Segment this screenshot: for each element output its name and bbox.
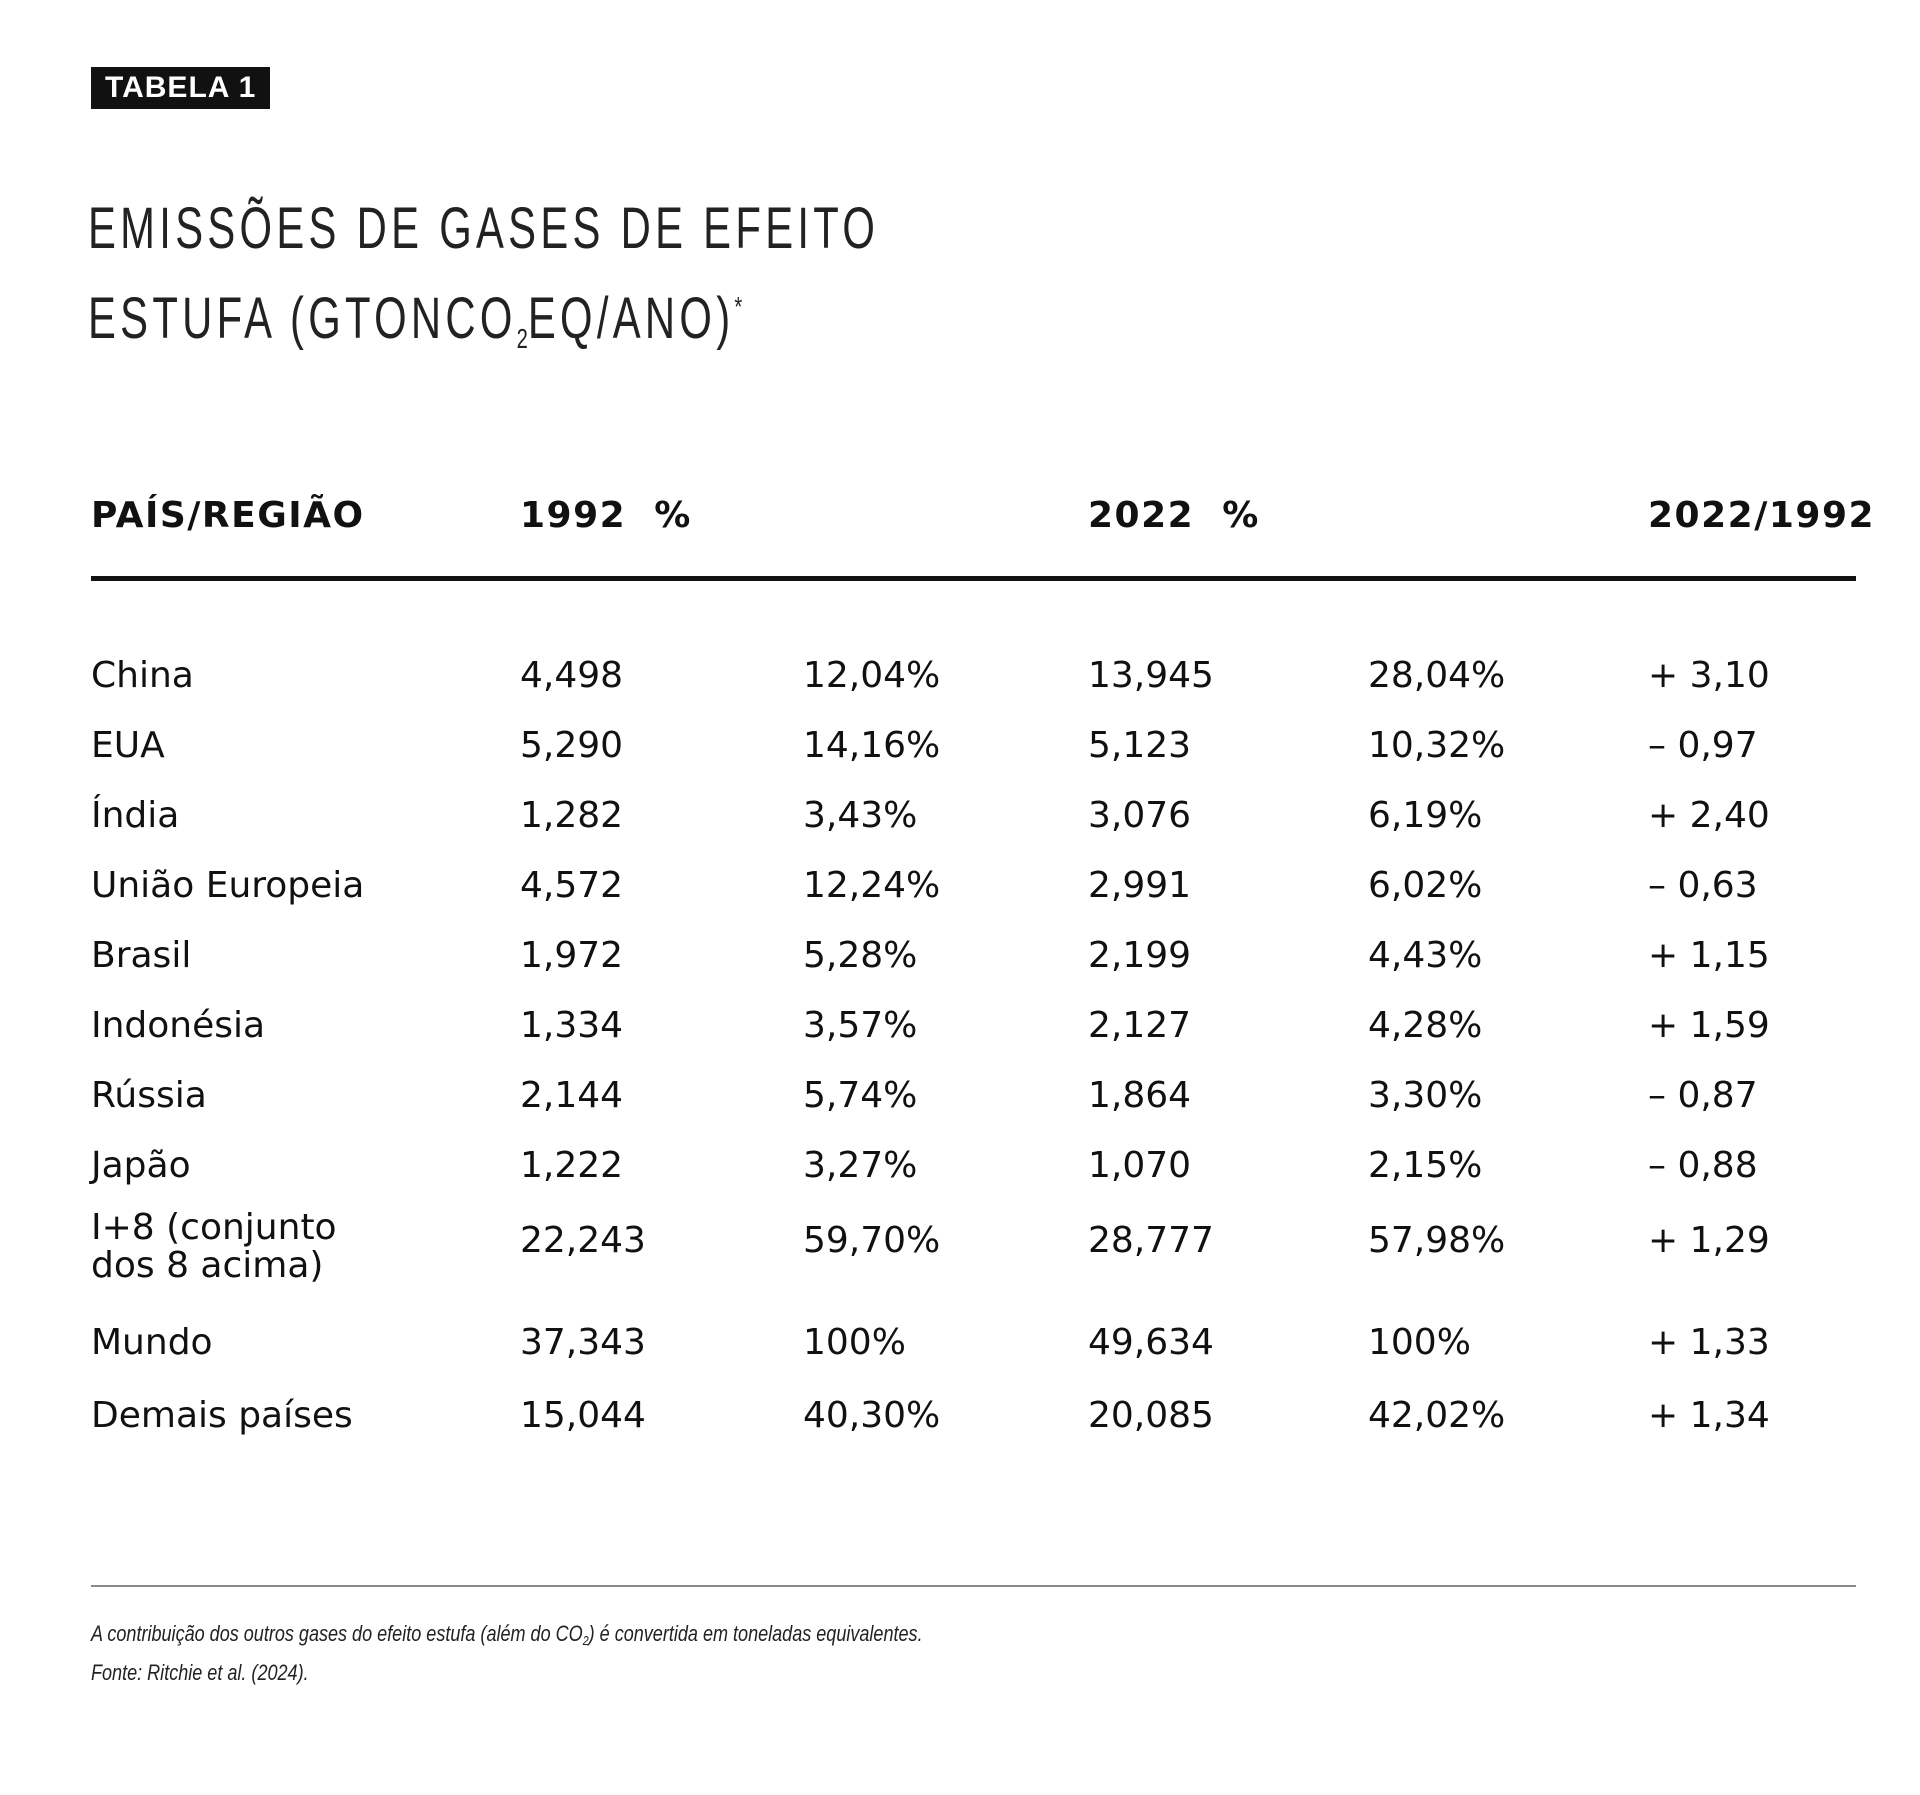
cell-ratio: – 0,87 [1648, 1075, 1758, 1116]
table-title: EMISSÕES DE GASES DE EFEITO ESTUFA (GTON… [88, 190, 879, 378]
cell-v2022: 1,864 [1088, 1075, 1192, 1116]
cell-v1992: 2,144 [520, 1075, 624, 1116]
cell-p2022: 10,32% [1368, 725, 1506, 766]
header-1992-year: 1992 [520, 495, 627, 536]
header-rule [91, 576, 1856, 581]
cell-p2022: 4,43% [1368, 935, 1483, 976]
cell-v1992: 1,334 [520, 1005, 624, 1046]
footnote: A contribuição dos outros gases do efeit… [91, 1618, 923, 1689]
cell-ratio: – 0,88 [1648, 1145, 1758, 1186]
cell-country: Brasil [91, 935, 192, 976]
footnote-line-1-pre: A contribuição dos outros gases do efeit… [91, 1621, 583, 1646]
header-2022: 2022% [1088, 495, 1260, 536]
cell-p2022: 42,02% [1368, 1395, 1506, 1436]
cell-country: Rússia [91, 1075, 207, 1116]
cell-v2022: 2,199 [1088, 935, 1192, 976]
cell-v2022: 2,127 [1088, 1005, 1192, 1046]
cell-p1992: 40,30% [803, 1395, 941, 1436]
cell-v2022: 2,991 [1088, 865, 1192, 906]
cell-p2022: 4,28% [1368, 1005, 1483, 1046]
title-line-2-post: EQ/ANO) [527, 286, 735, 351]
header-1992: 1992% [520, 495, 692, 536]
cell-v1992: 1,972 [520, 935, 624, 976]
cell-v2022: 49,634 [1088, 1322, 1214, 1363]
cell-country: China [91, 655, 194, 696]
cell-v2022: 5,123 [1088, 725, 1192, 766]
cell-p1992: 12,24% [803, 865, 941, 906]
cell-p1992: 5,74% [803, 1075, 918, 1116]
cell-ratio: – 0,97 [1648, 725, 1758, 766]
cell-v2022: 1,070 [1088, 1145, 1192, 1186]
footnote-line-1: A contribuição dos outros gases do efeit… [91, 1618, 923, 1657]
cell-v1992: 4,498 [520, 655, 624, 696]
cell-country: Mundo [91, 1322, 213, 1363]
header-1992-pct: % [654, 495, 692, 536]
cell-p2022: 28,04% [1368, 655, 1506, 696]
cell-p1992: 5,28% [803, 935, 918, 976]
cell-p1992: 59,70% [803, 1220, 941, 1261]
cell-v1992: 37,343 [520, 1322, 646, 1363]
title-line-1: EMISSÕES DE GASES DE EFEITO [88, 196, 880, 261]
cell-p1992: 14,16% [803, 725, 941, 766]
cell-v1992: 1,282 [520, 795, 624, 836]
title-subscript: 2 [516, 323, 528, 354]
cell-p2022: 57,98% [1368, 1220, 1506, 1261]
cell-p2022: 3,30% [1368, 1075, 1483, 1116]
cell-ratio: + 3,10 [1648, 655, 1770, 696]
title-line-2: ESTUFA (GTONCO2EQ/ANO)* [88, 268, 879, 378]
cell-ratio: + 2,40 [1648, 795, 1770, 836]
header-ratio: 2022/1992 [1648, 495, 1876, 536]
cell-v1992: 5,290 [520, 725, 624, 766]
cell-country: Indonésia [91, 1005, 266, 1046]
cell-p2022: 2,15% [1368, 1145, 1483, 1186]
cell-country: Índia [91, 795, 180, 836]
cell-p2022: 6,19% [1368, 795, 1483, 836]
cell-country: União Europeia [91, 865, 365, 906]
footnote-rule [91, 1585, 1856, 1587]
cell-country-line-2: dos 8 acima) [91, 1245, 324, 1286]
cell-ratio: + 1,33 [1648, 1322, 1770, 1363]
cell-p1992: 3,43% [803, 795, 918, 836]
cell-v1992: 4,572 [520, 865, 624, 906]
header-country: PAÍS/REGIÃO [91, 495, 365, 536]
cell-v2022: 20,085 [1088, 1395, 1214, 1436]
cell-p1992: 3,57% [803, 1005, 918, 1046]
cell-ratio: – 0,63 [1648, 865, 1758, 906]
footnote-source: Fonte: Ritchie et al. (2024). [91, 1660, 309, 1685]
cell-v1992: 15,044 [520, 1395, 646, 1436]
cell-v1992: 22,243 [520, 1220, 646, 1261]
cell-p1992: 12,04% [803, 655, 941, 696]
cell-v2022: 28,777 [1088, 1220, 1214, 1261]
cell-ratio: + 1,15 [1648, 935, 1770, 976]
cell-country-line-1: I+8 (conjunto [91, 1207, 337, 1248]
title-line-2-pre: ESTUFA (GTONCO [88, 286, 517, 351]
cell-country: I+8 (conjunto dos 8 acima) [91, 1209, 337, 1285]
cell-p2022: 100% [1368, 1322, 1471, 1363]
cell-ratio: + 1,34 [1648, 1395, 1770, 1436]
footnote-subscript: 2 [582, 1633, 589, 1648]
cell-ratio: + 1,29 [1648, 1220, 1770, 1261]
cell-ratio: + 1,59 [1648, 1005, 1770, 1046]
cell-country: Japão [91, 1145, 191, 1186]
cell-p2022: 6,02% [1368, 865, 1483, 906]
cell-p1992: 100% [803, 1322, 906, 1363]
cell-v2022: 3,076 [1088, 795, 1192, 836]
cell-country: Demais países [91, 1395, 353, 1436]
header-2022-pct: % [1222, 495, 1260, 536]
cell-v1992: 1,222 [520, 1145, 624, 1186]
cell-country: EUA [91, 725, 165, 766]
cell-v2022: 13,945 [1088, 655, 1214, 696]
header-2022-year: 2022 [1088, 495, 1195, 536]
table-label: TABELA 1 [91, 67, 271, 109]
footnote-line-1-post: ) é convertida em toneladas equivalentes… [588, 1621, 923, 1646]
title-asterisk: * [734, 291, 743, 322]
cell-p1992: 3,27% [803, 1145, 918, 1186]
